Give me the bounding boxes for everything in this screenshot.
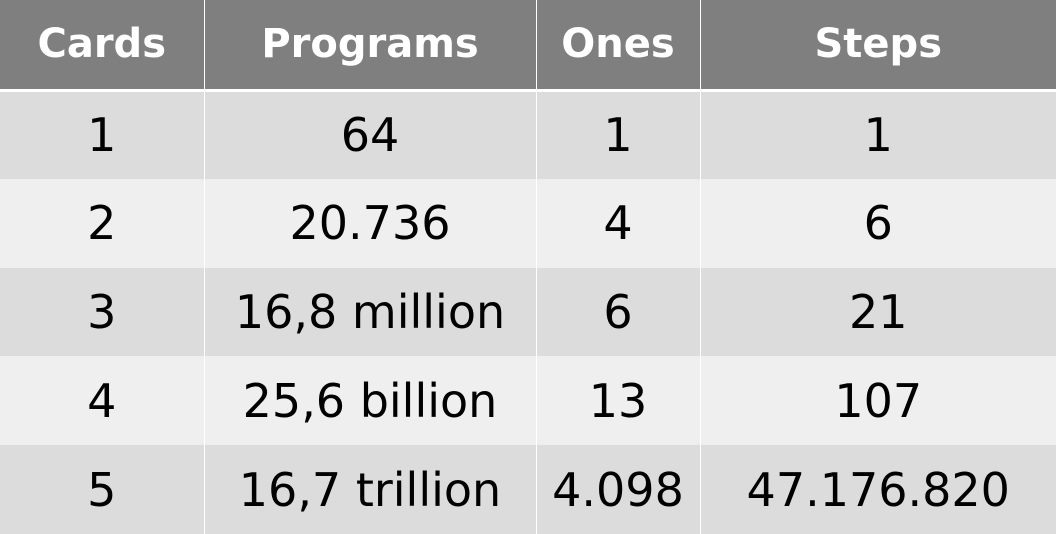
column-header-programs: Programs (204, 0, 537, 92)
cell-programs: 64 (204, 90, 537, 179)
column-header-steps: Steps (700, 0, 1056, 92)
cell-ones: 1 (536, 90, 701, 179)
header-row: Cards Programs Ones Steps (0, 0, 1056, 92)
column-header-cards: Cards (0, 0, 205, 92)
table-row: 1 64 1 1 (0, 90, 1056, 179)
cell-cards: 1 (0, 90, 205, 179)
cell-programs: 16,8 million (204, 267, 537, 357)
table-row: 5 16,7 trillion 4.098 47.176.820 (0, 445, 1056, 534)
cell-steps: 6 (700, 178, 1056, 268)
table-header: Cards Programs Ones Steps (0, 0, 1056, 92)
cell-programs: 20.736 (204, 178, 537, 268)
cell-steps: 1 (700, 90, 1056, 179)
cell-steps: 21 (700, 267, 1056, 357)
table-row: 4 25,6 billion 13 107 (0, 356, 1056, 446)
cell-steps: 107 (700, 356, 1056, 446)
table-row: 3 16,8 million 6 21 (0, 267, 1056, 357)
cell-steps: 47.176.820 (700, 445, 1056, 534)
table-row: 2 20.736 4 6 (0, 178, 1056, 268)
cell-ones: 4.098 (536, 445, 701, 534)
cell-cards: 5 (0, 445, 205, 534)
column-header-ones: Ones (536, 0, 701, 92)
cell-programs: 25,6 billion (204, 356, 537, 446)
cell-ones: 6 (536, 267, 701, 357)
cell-ones: 4 (536, 178, 701, 268)
table-body: 1 64 1 1 2 20.736 4 6 3 16,8 million 6 2… (0, 90, 1056, 534)
cell-cards: 3 (0, 267, 205, 357)
cell-ones: 13 (536, 356, 701, 446)
cell-cards: 4 (0, 356, 205, 446)
cell-cards: 2 (0, 178, 205, 268)
cell-programs: 16,7 trillion (204, 445, 537, 534)
